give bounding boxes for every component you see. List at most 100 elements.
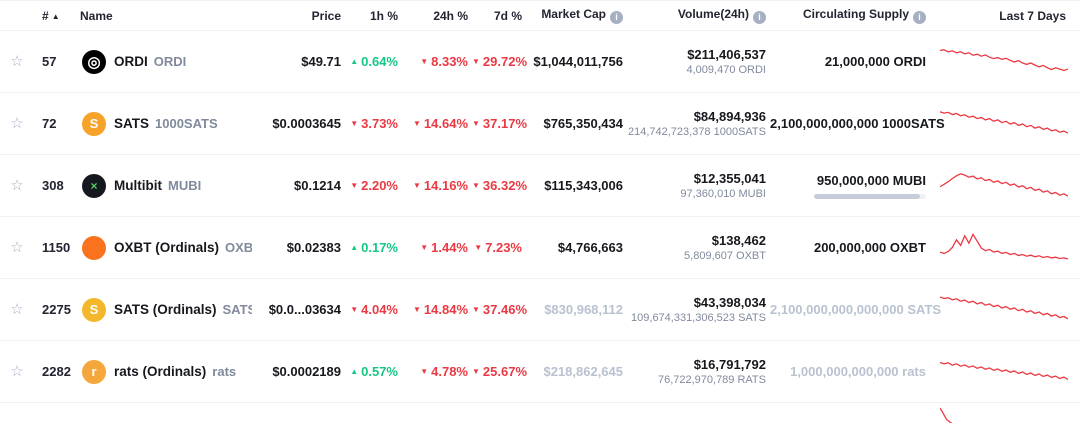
coin-icon: ◎	[82, 49, 106, 74]
change-24h: 1.44%	[402, 240, 472, 255]
volume-base: 5,809,607 OXBT	[684, 250, 766, 262]
volume-base: 214,742,723,378 1000SATS	[627, 126, 766, 138]
rank: 308	[42, 178, 64, 193]
supply-progress-bar	[814, 193, 926, 199]
table-row[interactable]: ☆ 308 × Multibit MUBI $0.1214 2.20% 14.1…	[0, 155, 1080, 217]
coin-ticker: rats	[212, 364, 237, 379]
table-row[interactable]: ☆ 1150 OXBT (Ordinals) OXBT $0.02383 0.1…	[0, 217, 1080, 279]
info-icon[interactable]: i	[913, 10, 926, 24]
change-24h: 14.64%	[402, 116, 472, 131]
sparkline-cell	[930, 228, 1080, 268]
rank: 2282	[42, 364, 71, 379]
volume-usd: $12,355,041	[693, 171, 766, 186]
header-market-cap[interactable]: Market Cap i	[526, 7, 627, 24]
sparkline-chart	[940, 295, 1068, 319]
volume-base: 97,360,010 MUBI	[680, 188, 766, 200]
price: $0.0003645	[272, 116, 341, 131]
circulating-supply: 2,100,000,000,000 1000SATS	[770, 116, 945, 131]
circulating-supply: 1,000,000,000,000 rats	[770, 364, 930, 379]
sparkline-chart	[940, 172, 1068, 197]
volume-usd: $84,894,936	[693, 109, 766, 124]
watchlist-star-icon[interactable]: ☆	[10, 363, 24, 380]
header-7d[interactable]: 7d %	[493, 8, 522, 23]
change-7d: 7.23%	[472, 240, 526, 255]
change-7d: 37.17%	[472, 116, 527, 131]
change-1h: 0.64%	[345, 54, 402, 69]
sparkline-cell	[930, 403, 1080, 423]
circulating-supply: 950,000,000 MUBI	[770, 173, 930, 199]
market-cap: $218,862,645	[543, 364, 623, 379]
sparkline-chart	[940, 407, 953, 423]
info-icon[interactable]: i	[753, 10, 766, 24]
change-7d: 25.67%	[472, 364, 527, 379]
coin-name-cell[interactable]: S SATS 1000SATS	[80, 111, 252, 136]
rank: 1150	[42, 240, 71, 255]
change-1h: 0.17%	[345, 240, 402, 255]
volume-header-label: Volume(24h)	[677, 7, 749, 22]
watchlist-star-icon[interactable]: ☆	[10, 301, 24, 318]
sparkline-cell	[930, 352, 1080, 392]
table-row[interactable]: ☆ 2282 r rats (Ordinals) rats $0.0002189…	[0, 341, 1080, 403]
coin-name-cell[interactable]: × Multibit MUBI	[80, 173, 252, 198]
header-24h[interactable]: 24h %	[433, 8, 468, 23]
volume-usd: $16,791,792	[693, 357, 766, 372]
volume-base: 109,674,331,306,523 SATS	[631, 312, 766, 324]
volume-base: 76,722,970,789 RATS	[657, 374, 766, 386]
header-price[interactable]: Price	[311, 8, 341, 23]
supply-value: 950,000,000 MUBI	[816, 172, 926, 188]
change-24h: 14.16%	[402, 178, 472, 193]
supply-header-label: Circulating Supply	[802, 7, 909, 22]
coin-icon: r	[82, 359, 106, 384]
header-1h[interactable]: 1h %	[369, 8, 398, 23]
volume-24h: $211,406,537 4,009,470 ORDI	[627, 47, 770, 76]
table-row[interactable]: ☆ 2275 S SATS (Ordinals) SATS $0.0...036…	[0, 279, 1080, 341]
coin-ticker: 1000SATS	[155, 116, 218, 131]
supply-value: 2,100,000,000,000 1000SATS	[770, 116, 945, 131]
volume-usd: $43,398,034	[693, 295, 766, 310]
watchlist-star-icon[interactable]: ☆	[10, 239, 24, 256]
price: $0.0...03634	[268, 302, 341, 317]
coin-name-cell[interactable]: S SATS (Ordinals) SATS	[80, 297, 252, 322]
change-24h: 4.78%	[402, 364, 472, 379]
coin-icon	[82, 235, 106, 260]
circulating-supply: 2,100,000,000,000,000 SATS	[770, 302, 941, 317]
price: $0.1214	[294, 178, 341, 193]
change-7d: 29.72%	[472, 54, 527, 69]
price: $49.71	[301, 54, 341, 69]
watchlist-star-icon[interactable]: ☆	[10, 115, 24, 132]
table-row[interactable]: ☆ 72 S SATS 1000SATS $0.0003645 3.73% 14…	[0, 93, 1080, 155]
volume-24h: $84,894,936 214,742,723,378 1000SATS	[627, 109, 770, 138]
volume-base: 4,009,470 ORDI	[686, 64, 767, 76]
watchlist-star-icon[interactable]: ☆	[10, 53, 24, 70]
coin-ticker: MUBI	[167, 178, 202, 193]
volume-24h: $16,791,792 76,722,970,789 RATS	[627, 357, 770, 386]
coin-name-cell[interactable]: r rats (Ordinals) rats	[80, 359, 252, 384]
header-volume[interactable]: Volume(24h) i	[627, 7, 770, 24]
market-cap: $1,044,011,756	[533, 54, 623, 69]
supply-value: 200,000,000 OXBT	[813, 240, 926, 255]
watchlist-star-icon[interactable]: ☆	[10, 177, 24, 194]
supply-value: 1,000,000,000,000 rats	[790, 364, 926, 379]
volume-usd: $211,406,537	[687, 47, 766, 62]
change-1h: 3.73%	[345, 116, 402, 131]
header-supply[interactable]: Circulating Supply i	[770, 7, 930, 24]
header-name[interactable]: Name	[80, 9, 252, 23]
rank: 2275	[42, 302, 71, 317]
coin-ticker: ORDI	[153, 54, 187, 69]
coin-name: SATS (Ordinals)	[114, 302, 217, 317]
market-cap-header-label: Market Cap	[541, 7, 606, 22]
sparkline-cell	[930, 290, 1080, 330]
change-1h: 2.20%	[345, 178, 402, 193]
info-icon[interactable]: i	[610, 10, 623, 24]
coin-name-cell[interactable]: OXBT (Ordinals) OXBT	[80, 235, 252, 260]
sparkline-cell	[930, 42, 1080, 82]
header-rank[interactable]: # ▲	[34, 9, 80, 23]
price: $0.0002189	[272, 364, 341, 379]
change-24h: 8.33%	[402, 54, 472, 69]
coin-ticker: OXBT	[225, 240, 252, 255]
supply-value: 21,000,000 ORDI	[824, 54, 926, 69]
volume-24h: $12,355,041 97,360,010 MUBI	[627, 171, 770, 200]
coin-name-cell[interactable]: ◎ ORDI ORDI	[80, 49, 252, 74]
table-row[interactable]: ☆ 57 ◎ ORDI ORDI $49.71 0.64% 8.33% 29.7…	[0, 31, 1080, 93]
